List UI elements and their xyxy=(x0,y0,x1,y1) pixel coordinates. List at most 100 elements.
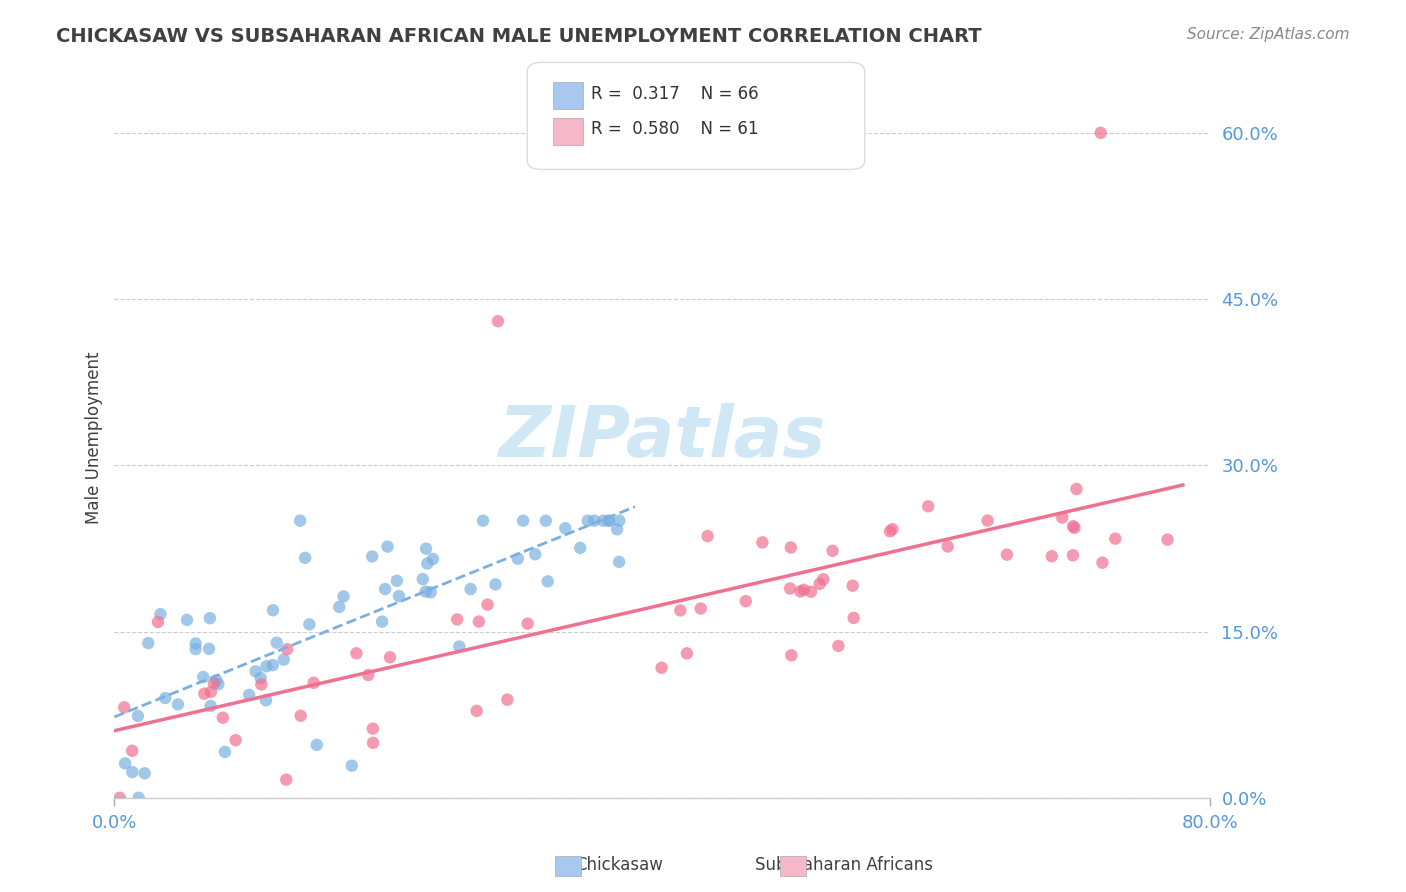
Point xyxy=(472,514,495,528)
Text: Chickasaw: Chickasaw xyxy=(575,856,662,874)
Point xyxy=(332,590,354,604)
Point xyxy=(512,514,534,528)
Point xyxy=(554,521,576,535)
Point xyxy=(1052,510,1074,524)
Point xyxy=(789,584,811,599)
Point xyxy=(415,541,437,556)
Point xyxy=(136,636,159,650)
Point xyxy=(184,636,207,650)
Point xyxy=(995,548,1018,562)
Point xyxy=(779,582,801,596)
Point xyxy=(917,500,939,514)
Point xyxy=(696,529,718,543)
Point xyxy=(377,540,399,554)
Point xyxy=(146,615,169,629)
Point xyxy=(780,648,803,663)
Text: ZIPatlas: ZIPatlas xyxy=(499,403,827,472)
Point xyxy=(534,514,557,528)
Point xyxy=(167,698,190,712)
Point xyxy=(273,652,295,666)
Point xyxy=(288,514,311,528)
Point xyxy=(205,673,228,688)
Point xyxy=(388,589,411,603)
Point xyxy=(412,572,434,586)
Point xyxy=(121,765,143,780)
Point xyxy=(524,547,547,561)
Point xyxy=(486,314,509,328)
Point xyxy=(276,772,298,787)
Point xyxy=(465,704,488,718)
Point xyxy=(1090,126,1112,140)
Point xyxy=(976,514,998,528)
Point xyxy=(385,574,408,588)
Point xyxy=(422,552,444,566)
Point xyxy=(202,676,225,690)
Point xyxy=(374,582,396,596)
Point xyxy=(669,603,692,617)
Point xyxy=(1091,556,1114,570)
Point xyxy=(290,708,312,723)
Point xyxy=(249,671,271,685)
Point xyxy=(506,551,529,566)
Point xyxy=(882,522,904,536)
Point xyxy=(606,522,628,536)
Point xyxy=(378,650,401,665)
Point xyxy=(276,642,298,657)
Point xyxy=(496,692,519,706)
Text: CHICKASAW VS SUBSAHARAN AFRICAN MALE UNEMPLOYMENT CORRELATION CHART: CHICKASAW VS SUBSAHARAN AFRICAN MALE UNE… xyxy=(56,27,981,45)
Point xyxy=(256,659,278,673)
Text: R =  0.580    N = 61: R = 0.580 N = 61 xyxy=(591,120,758,138)
Point xyxy=(689,601,711,615)
Text: Sub-Saharan Africans: Sub-Saharan Africans xyxy=(755,856,932,874)
Point xyxy=(651,661,673,675)
Point xyxy=(200,698,222,713)
Point xyxy=(516,616,538,631)
Point xyxy=(198,641,221,656)
Point xyxy=(793,582,815,597)
Y-axis label: Male Unemployment: Male Unemployment xyxy=(86,351,103,524)
Point xyxy=(821,543,844,558)
Point xyxy=(607,555,630,569)
Point xyxy=(1066,482,1088,496)
Point xyxy=(371,615,394,629)
Point xyxy=(460,582,482,596)
Point xyxy=(357,668,380,682)
Point xyxy=(446,612,468,626)
Point xyxy=(305,738,328,752)
Point xyxy=(416,557,439,571)
Point xyxy=(583,514,606,528)
Point xyxy=(127,709,149,723)
Point xyxy=(842,611,865,625)
Point xyxy=(361,722,384,736)
Point xyxy=(537,574,560,589)
Point xyxy=(751,535,773,549)
Point xyxy=(1062,549,1084,563)
Point xyxy=(361,736,384,750)
Point xyxy=(112,700,135,714)
Point xyxy=(121,744,143,758)
Point xyxy=(576,514,599,528)
Point xyxy=(302,675,325,690)
Point xyxy=(1156,533,1178,547)
Point xyxy=(1062,519,1084,533)
Point xyxy=(468,615,491,629)
Point xyxy=(254,693,277,707)
Point xyxy=(114,756,136,771)
Point xyxy=(128,790,150,805)
Point xyxy=(328,599,350,614)
Text: R =  0.317    N = 66: R = 0.317 N = 66 xyxy=(591,85,758,103)
Point xyxy=(262,603,284,617)
Point xyxy=(592,514,614,528)
Point xyxy=(262,658,284,673)
Point xyxy=(827,639,849,653)
Point xyxy=(266,636,288,650)
Point xyxy=(238,688,260,702)
Point xyxy=(193,670,215,684)
Point xyxy=(176,613,198,627)
Point xyxy=(298,617,321,632)
Point xyxy=(879,524,901,539)
Point xyxy=(193,687,215,701)
Point xyxy=(813,572,835,586)
Point xyxy=(108,790,131,805)
Point xyxy=(184,642,207,657)
